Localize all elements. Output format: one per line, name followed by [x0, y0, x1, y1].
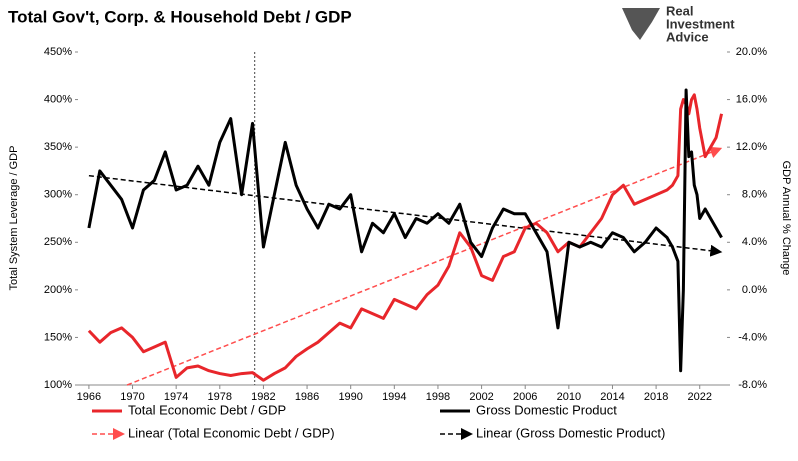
logo-text: Investment — [666, 16, 735, 31]
y-tick-label: 200% — [44, 284, 72, 296]
x-tick-label: 2010 — [557, 391, 581, 403]
y2-tick-label: 4.0% — [742, 236, 767, 248]
logo-text: Real — [666, 3, 693, 18]
y2-tick-label: 8.0% — [742, 189, 767, 201]
x-tick-label: 1974 — [164, 391, 188, 403]
x-tick-label: 1966 — [77, 391, 101, 403]
trend-line — [126, 146, 723, 386]
y-axis-title: Total System Leverage / GDP — [8, 146, 20, 291]
y2-tick-label: 12.0% — [736, 141, 767, 153]
y2-tick-label: 20.0% — [736, 46, 767, 58]
logo-icon — [622, 8, 660, 40]
x-tick-label: 2022 — [687, 391, 711, 403]
y-tick-label: 350% — [44, 141, 72, 153]
y2-tick-label: 0.0% — [742, 284, 767, 296]
x-tick-label: 1994 — [382, 391, 406, 403]
x-tick-label: 1978 — [208, 391, 232, 403]
legend-text: Gross Domestic Product — [476, 402, 617, 417]
x-tick-label: 2006 — [513, 391, 537, 403]
y-tick-label: 300% — [44, 189, 72, 201]
logo-text: Advice — [666, 29, 709, 44]
x-tick-label: 1998 — [426, 391, 450, 403]
y2-axis-title: GDP Annual % Change — [780, 161, 792, 276]
chart-title: Total Gov't, Corp. & Household Debt / GD… — [8, 7, 352, 26]
legend-text: Total Economic Debt / GDP — [128, 402, 286, 417]
trend-line — [88, 174, 723, 257]
y2-tick-label: -4.0% — [738, 331, 767, 343]
x-tick-label: 2002 — [469, 391, 493, 403]
series-line — [87, 88, 723, 373]
x-tick-label: 1982 — [251, 391, 275, 403]
x-tick-label: 2014 — [600, 391, 624, 403]
x-tick-label: 1970 — [120, 391, 144, 403]
y-tick-label: 250% — [44, 236, 72, 248]
y-tick-label: 150% — [44, 331, 72, 343]
y2-tick-label: -8.0% — [738, 379, 767, 391]
legend-text: Linear (Gross Domestic Product) — [476, 425, 665, 440]
y-tick-label: 400% — [44, 93, 72, 105]
y2-tick-label: 16.0% — [736, 93, 767, 105]
legend-text: Linear (Total Economic Debt / GDP) — [128, 425, 335, 440]
y-tick-label: 100% — [44, 379, 72, 391]
series-line — [87, 93, 724, 382]
x-tick-label: 1990 — [338, 391, 362, 403]
x-tick-label: 2018 — [644, 391, 668, 403]
y-tick-label: 450% — [44, 46, 72, 58]
x-tick-label: 1986 — [295, 391, 319, 403]
